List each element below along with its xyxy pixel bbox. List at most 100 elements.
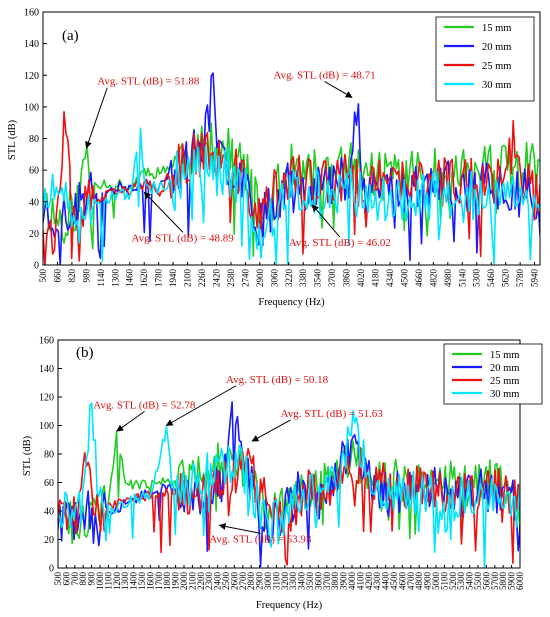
x-tick-label: 660 xyxy=(52,269,62,283)
data-point xyxy=(74,513,76,515)
x-tick-label: 2260 xyxy=(197,269,207,288)
data-point xyxy=(288,173,290,175)
y-tick-label: 40 xyxy=(44,507,54,518)
annotation-arrow xyxy=(311,204,341,238)
y-tick-label: 160 xyxy=(24,8,39,19)
y-tick-label: 20 xyxy=(44,535,54,546)
legend-label: 25 mm xyxy=(482,61,511,72)
x-tick-label: 500 xyxy=(53,572,63,586)
data-point xyxy=(534,169,536,171)
data-point xyxy=(274,209,276,211)
x-tick-label: 3060 xyxy=(269,269,279,288)
data-point xyxy=(141,485,143,487)
data-point xyxy=(404,201,406,203)
x-tick-label: 1500 xyxy=(137,572,147,591)
x-tick-label: 4660 xyxy=(414,269,424,288)
data-point xyxy=(462,198,464,200)
data-point xyxy=(418,198,420,200)
data-point xyxy=(435,493,437,495)
data-point xyxy=(217,468,219,470)
data-point xyxy=(64,122,66,124)
data-point xyxy=(317,193,319,195)
x-tick-label: 4400 xyxy=(381,572,391,591)
data-point xyxy=(476,195,478,197)
data-point xyxy=(91,413,93,415)
data-point xyxy=(57,220,59,222)
y-tick-label: 120 xyxy=(24,71,39,82)
legend-label: 15 mm xyxy=(490,350,519,361)
data-point xyxy=(519,201,521,203)
data-point xyxy=(91,510,93,512)
data-point xyxy=(100,198,102,200)
data-point xyxy=(212,90,214,92)
x-tick-label: 5940 xyxy=(530,269,540,288)
x-tick-label: 2900 xyxy=(255,269,265,288)
x-tick-label: 2900 xyxy=(255,572,265,591)
x-tick-label: 4820 xyxy=(428,269,438,288)
data-point xyxy=(375,182,377,184)
x-tick-label: 5300 xyxy=(472,269,482,288)
x-tick-label: 3380 xyxy=(298,269,308,288)
x-tick-label: 3900 xyxy=(339,572,349,591)
x-tick-label: 5300 xyxy=(456,572,466,591)
data-point xyxy=(267,510,269,512)
x-tick-label: 2200 xyxy=(196,572,206,591)
data-point xyxy=(375,198,377,200)
data-point xyxy=(447,201,449,203)
data-point xyxy=(201,166,203,168)
data-point xyxy=(234,399,236,401)
data-point xyxy=(502,503,504,505)
annotation-arrow xyxy=(218,523,261,534)
chart-panel-0: 0 20 40 60 80 100 120 140 160 500 660 820 980 1140 130… xyxy=(7,8,541,308)
data-point xyxy=(86,198,88,200)
data-point xyxy=(51,233,53,235)
data-point xyxy=(216,169,218,171)
x-tick-label: 5140 xyxy=(457,269,467,288)
data-point xyxy=(360,193,362,195)
data-point xyxy=(351,460,353,462)
y-tick-label: 40 xyxy=(29,197,39,208)
annotation-arrow xyxy=(165,385,237,426)
data-point xyxy=(385,489,387,491)
data-point xyxy=(124,503,126,505)
series-line-30-mm xyxy=(43,127,540,265)
x-tick-label: 1200 xyxy=(112,572,122,591)
x-tick-label: 5100 xyxy=(439,572,449,591)
data-point xyxy=(505,198,507,200)
data-point xyxy=(274,193,276,195)
data-point xyxy=(230,173,232,175)
x-tick-label: 2800 xyxy=(246,572,256,591)
series-line-30-mm xyxy=(58,402,520,568)
y-tick-label: 0 xyxy=(49,564,54,575)
data-point xyxy=(512,114,514,116)
data-point xyxy=(234,460,236,462)
data-point xyxy=(505,161,507,163)
x-tick-label: 4500 xyxy=(389,572,399,591)
data-point xyxy=(250,442,252,444)
data-point xyxy=(368,475,370,477)
x-tick-label: 1000 xyxy=(95,572,105,591)
x-tick-label: 4340 xyxy=(385,269,395,288)
data-point xyxy=(172,161,174,163)
x-tick-label: 3100 xyxy=(271,572,281,591)
data-point xyxy=(530,161,532,163)
x-axis-label: Frequency (Hz) xyxy=(256,600,323,611)
panel-label: (b) xyxy=(76,345,94,361)
annotation-label: Avg. STL (dB) = 48.71 xyxy=(273,69,375,81)
x-tick-label: 2000 xyxy=(179,572,189,591)
x-tick-label: 5460 xyxy=(486,268,496,287)
y-axis-label: STL (dB) xyxy=(7,119,18,160)
x-tick-label: 2740 xyxy=(240,269,250,288)
data-point xyxy=(402,489,404,491)
x-tick-label: 820 xyxy=(67,269,77,283)
y-tick-label: 140 xyxy=(24,39,39,50)
x-tick-label: 5200 xyxy=(448,572,458,591)
data-point xyxy=(389,193,391,195)
legend-label: 30 mm xyxy=(490,389,519,400)
x-tick-label: 1940 xyxy=(168,269,178,288)
data-point xyxy=(288,188,290,190)
data-point xyxy=(166,479,168,481)
data-point xyxy=(230,154,232,156)
legend-label: 15 mm xyxy=(482,23,511,34)
legend-label: 20 mm xyxy=(482,42,511,53)
